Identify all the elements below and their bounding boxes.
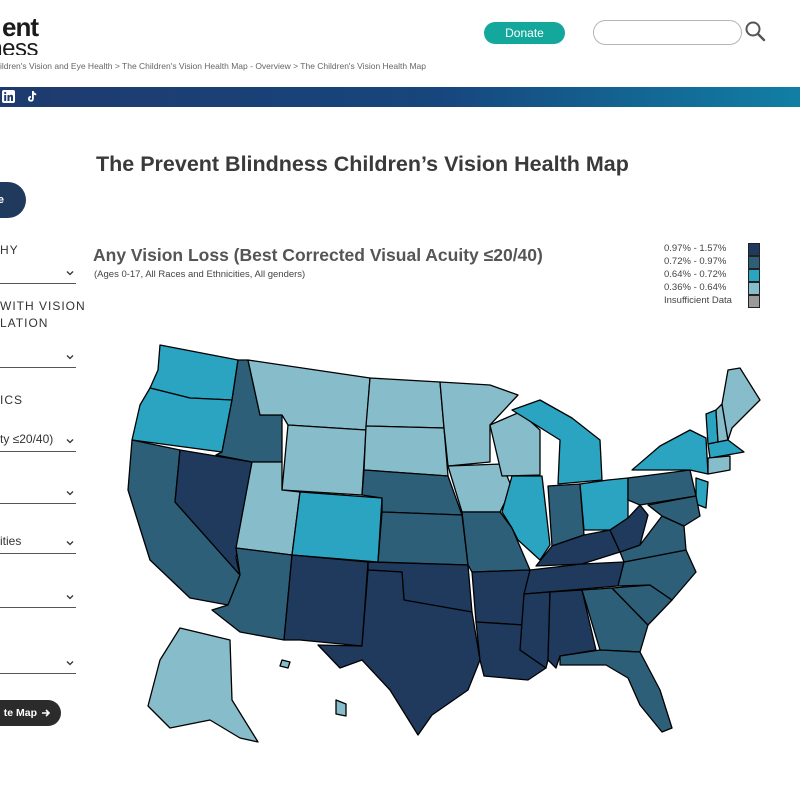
metrics-label: ICS xyxy=(0,393,24,407)
legend-swatch xyxy=(748,295,760,308)
legend-swatch xyxy=(748,243,760,256)
state-minnesota[interactable] xyxy=(439,381,519,467)
logo-text-top: ent xyxy=(2,12,39,42)
state-north-dakota[interactable] xyxy=(365,377,445,429)
state-hawaii[interactable] xyxy=(279,659,347,717)
arrow-right-icon xyxy=(42,709,51,717)
update-map-label: te Map xyxy=(3,707,37,719)
state-alaska[interactable] xyxy=(147,627,259,743)
legend-item: 0.97% - 1.57% xyxy=(664,243,764,256)
geography-select[interactable] xyxy=(0,258,76,284)
social-bar xyxy=(0,87,800,107)
state-wisconsin[interactable] xyxy=(489,411,541,477)
state-kansas[interactable] xyxy=(377,511,469,566)
legend-item: 0.72% - 0.97% xyxy=(664,256,764,269)
chevron-down-icon xyxy=(66,541,74,546)
ethnicity-select[interactable]: ities xyxy=(0,528,76,554)
state-illinois[interactable] xyxy=(501,475,551,561)
chevron-down-icon xyxy=(66,271,74,276)
chevron-down-icon xyxy=(66,355,74,360)
state-connecticut[interactable] xyxy=(707,455,731,475)
tiktok-icon[interactable] xyxy=(25,90,38,103)
search-icon[interactable] xyxy=(744,20,766,42)
logo[interactable]: ent ness xyxy=(0,10,60,55)
legend-item: 0.36% - 0.64% xyxy=(664,282,764,295)
state-pennsylvania[interactable] xyxy=(627,469,697,506)
state-maine[interactable] xyxy=(721,367,761,441)
state-colorado[interactable] xyxy=(291,491,383,563)
state-new-mexico[interactable] xyxy=(283,554,369,647)
state-georgia[interactable] xyxy=(581,587,649,653)
state-florida[interactable] xyxy=(559,649,673,733)
population-select[interactable] xyxy=(0,342,76,368)
chevron-down-icon xyxy=(66,661,74,666)
gender-select[interactable] xyxy=(0,582,76,608)
age-select[interactable] xyxy=(0,478,76,504)
legend-swatch xyxy=(748,256,760,269)
state-massachusetts[interactable] xyxy=(707,439,745,459)
legend-item: Insufficient Data xyxy=(664,295,764,308)
legend-swatch xyxy=(748,282,760,295)
map-subtitle: (Ages 0-17, All Races and Ethnicities, A… xyxy=(94,269,306,280)
update-map-button[interactable]: te Map xyxy=(0,700,61,726)
sidebar-tab-button[interactable]: e xyxy=(0,182,26,218)
state-mississippi[interactable] xyxy=(519,591,551,669)
logo-text-bottom: ness xyxy=(0,35,38,55)
chevron-down-icon xyxy=(66,491,74,496)
us-choropleth-map[interactable] xyxy=(80,330,780,770)
chevron-down-icon xyxy=(66,595,74,600)
state-arkansas[interactable] xyxy=(471,569,531,626)
state-new-york[interactable] xyxy=(631,429,709,475)
breadcrumb: ildren's Vision and Eye Health > The Chi… xyxy=(0,61,426,71)
state-texas[interactable] xyxy=(317,569,481,736)
state-wyoming[interactable] xyxy=(281,424,367,496)
map-legend: 0.97% - 1.57% 0.72% - 0.97% 0.64% - 0.72… xyxy=(664,243,764,308)
state-new-jersey[interactable] xyxy=(695,477,709,509)
chevron-down-icon xyxy=(66,439,74,444)
page-title: The Prevent Blindness Children’s Vision … xyxy=(96,152,629,176)
legend-swatch xyxy=(748,269,760,282)
state-michigan[interactable] xyxy=(511,399,603,485)
state-west-virginia[interactable] xyxy=(609,504,649,553)
population-label: WITH VISION LATION xyxy=(0,299,86,330)
filter-select[interactable] xyxy=(0,648,76,674)
search-input[interactable] xyxy=(593,20,742,45)
donate-button[interactable]: Donate xyxy=(484,22,565,44)
map-title: Any Vision Loss (Best Corrected Visual A… xyxy=(93,245,543,265)
metric-select[interactable]: ty ≤20/40) xyxy=(0,426,76,452)
state-south-dakota[interactable] xyxy=(363,425,449,477)
linkedin-icon[interactable] xyxy=(2,90,15,103)
legend-item: 0.64% - 0.72% xyxy=(664,269,764,282)
state-maryland[interactable] xyxy=(647,495,701,527)
geography-label: HY xyxy=(0,243,19,257)
